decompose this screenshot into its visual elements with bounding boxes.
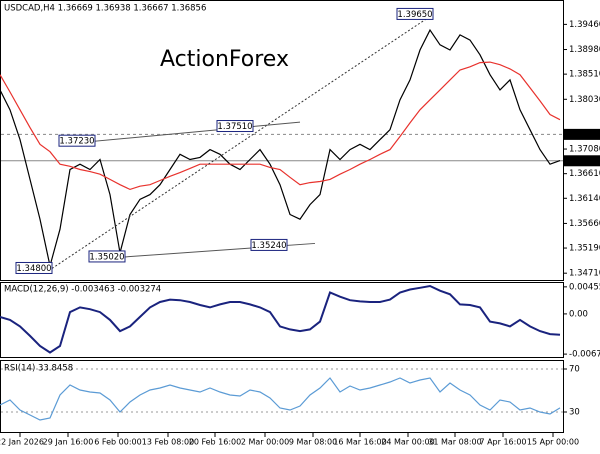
y-tick-label: 70 xyxy=(569,364,580,374)
x-tick-label: 13 Feb 08:00 xyxy=(142,438,194,447)
y-tick-label: 0.004552 xyxy=(569,282,600,292)
price-label: 1.39650 xyxy=(397,10,432,20)
price-label-box xyxy=(216,120,254,133)
macd-panel-frame xyxy=(0,282,564,358)
y-tick-label: 1.38510 xyxy=(569,70,600,80)
series-line xyxy=(0,61,561,191)
panel-title: USDCAD,H4 1.36669 1.36938 1.36667 1.3685… xyxy=(4,4,206,14)
price-label-box xyxy=(396,7,434,20)
price-panel-frame xyxy=(0,0,564,281)
y-tick-label: 1.35660 xyxy=(569,219,600,229)
y-tick-label: 1.39460 xyxy=(569,20,600,30)
level-label-bg xyxy=(564,128,600,140)
x-tick-label: 22 Jan 2026 xyxy=(0,438,44,447)
x-tick-label: 7 Apr 16:00 xyxy=(479,438,526,447)
price-label: 1.37230 xyxy=(59,137,94,147)
y-tick-label: 1.38980 xyxy=(569,45,600,55)
y-tick-label: 1.35190 xyxy=(569,244,600,254)
level-label: 1.37360 xyxy=(566,130,600,140)
y-tick-label: -0.006764 xyxy=(569,350,600,360)
y-tick-label: 1.38030 xyxy=(569,95,600,105)
x-tick-label: 16 Mar 16:00 xyxy=(333,438,386,447)
panel-title: RSI(14) 33.8458 xyxy=(4,364,73,374)
x-tick-label: 2 Mar 00:00 xyxy=(241,438,289,447)
price-label: 1.34800 xyxy=(16,264,51,274)
price-label-box xyxy=(15,261,53,274)
price-label: 1.35240 xyxy=(251,241,286,251)
trend-line xyxy=(51,14,434,269)
x-tick-label: 6 Feb 00:00 xyxy=(94,438,141,447)
series-line xyxy=(0,28,561,267)
x-tick-label: 20 Feb 16:00 xyxy=(189,438,241,447)
y-tick-label: 0.00 xyxy=(569,309,588,319)
level-label-bg xyxy=(564,155,600,167)
price-label: 1.37510 xyxy=(217,122,252,132)
x-tick-label: 15 Apr 00:00 xyxy=(527,438,579,447)
panel-title: MACD(12,26,9) -0.003463 -0.003274 xyxy=(4,285,161,295)
y-tick-label: 1.34710 xyxy=(569,269,600,279)
level-label: 1.36856 xyxy=(566,156,600,166)
x-tick-label: 29 Jan 16:00 xyxy=(43,438,94,447)
x-tick-label: 31 Mar 08:00 xyxy=(428,438,481,447)
y-tick-label: 30 xyxy=(569,408,580,418)
y-tick-label: 1.36610 xyxy=(569,169,600,179)
price-label-box xyxy=(250,238,288,251)
y-tick-label: 1.36140 xyxy=(569,194,600,204)
series-line xyxy=(0,377,561,421)
rsi-panel-frame xyxy=(0,360,564,433)
x-tick-label: 9 Mar 08:00 xyxy=(289,438,337,447)
price-label-box xyxy=(88,250,126,263)
x-tick-label: 24 Mar 00:00 xyxy=(381,438,434,447)
y-tick-label: 1.37080 xyxy=(569,145,600,155)
price-label: 1.35020 xyxy=(89,252,124,262)
watermark: ActionForex xyxy=(160,47,289,72)
series-line xyxy=(0,284,561,354)
price-label-box xyxy=(58,134,96,147)
trend-line xyxy=(59,121,301,145)
